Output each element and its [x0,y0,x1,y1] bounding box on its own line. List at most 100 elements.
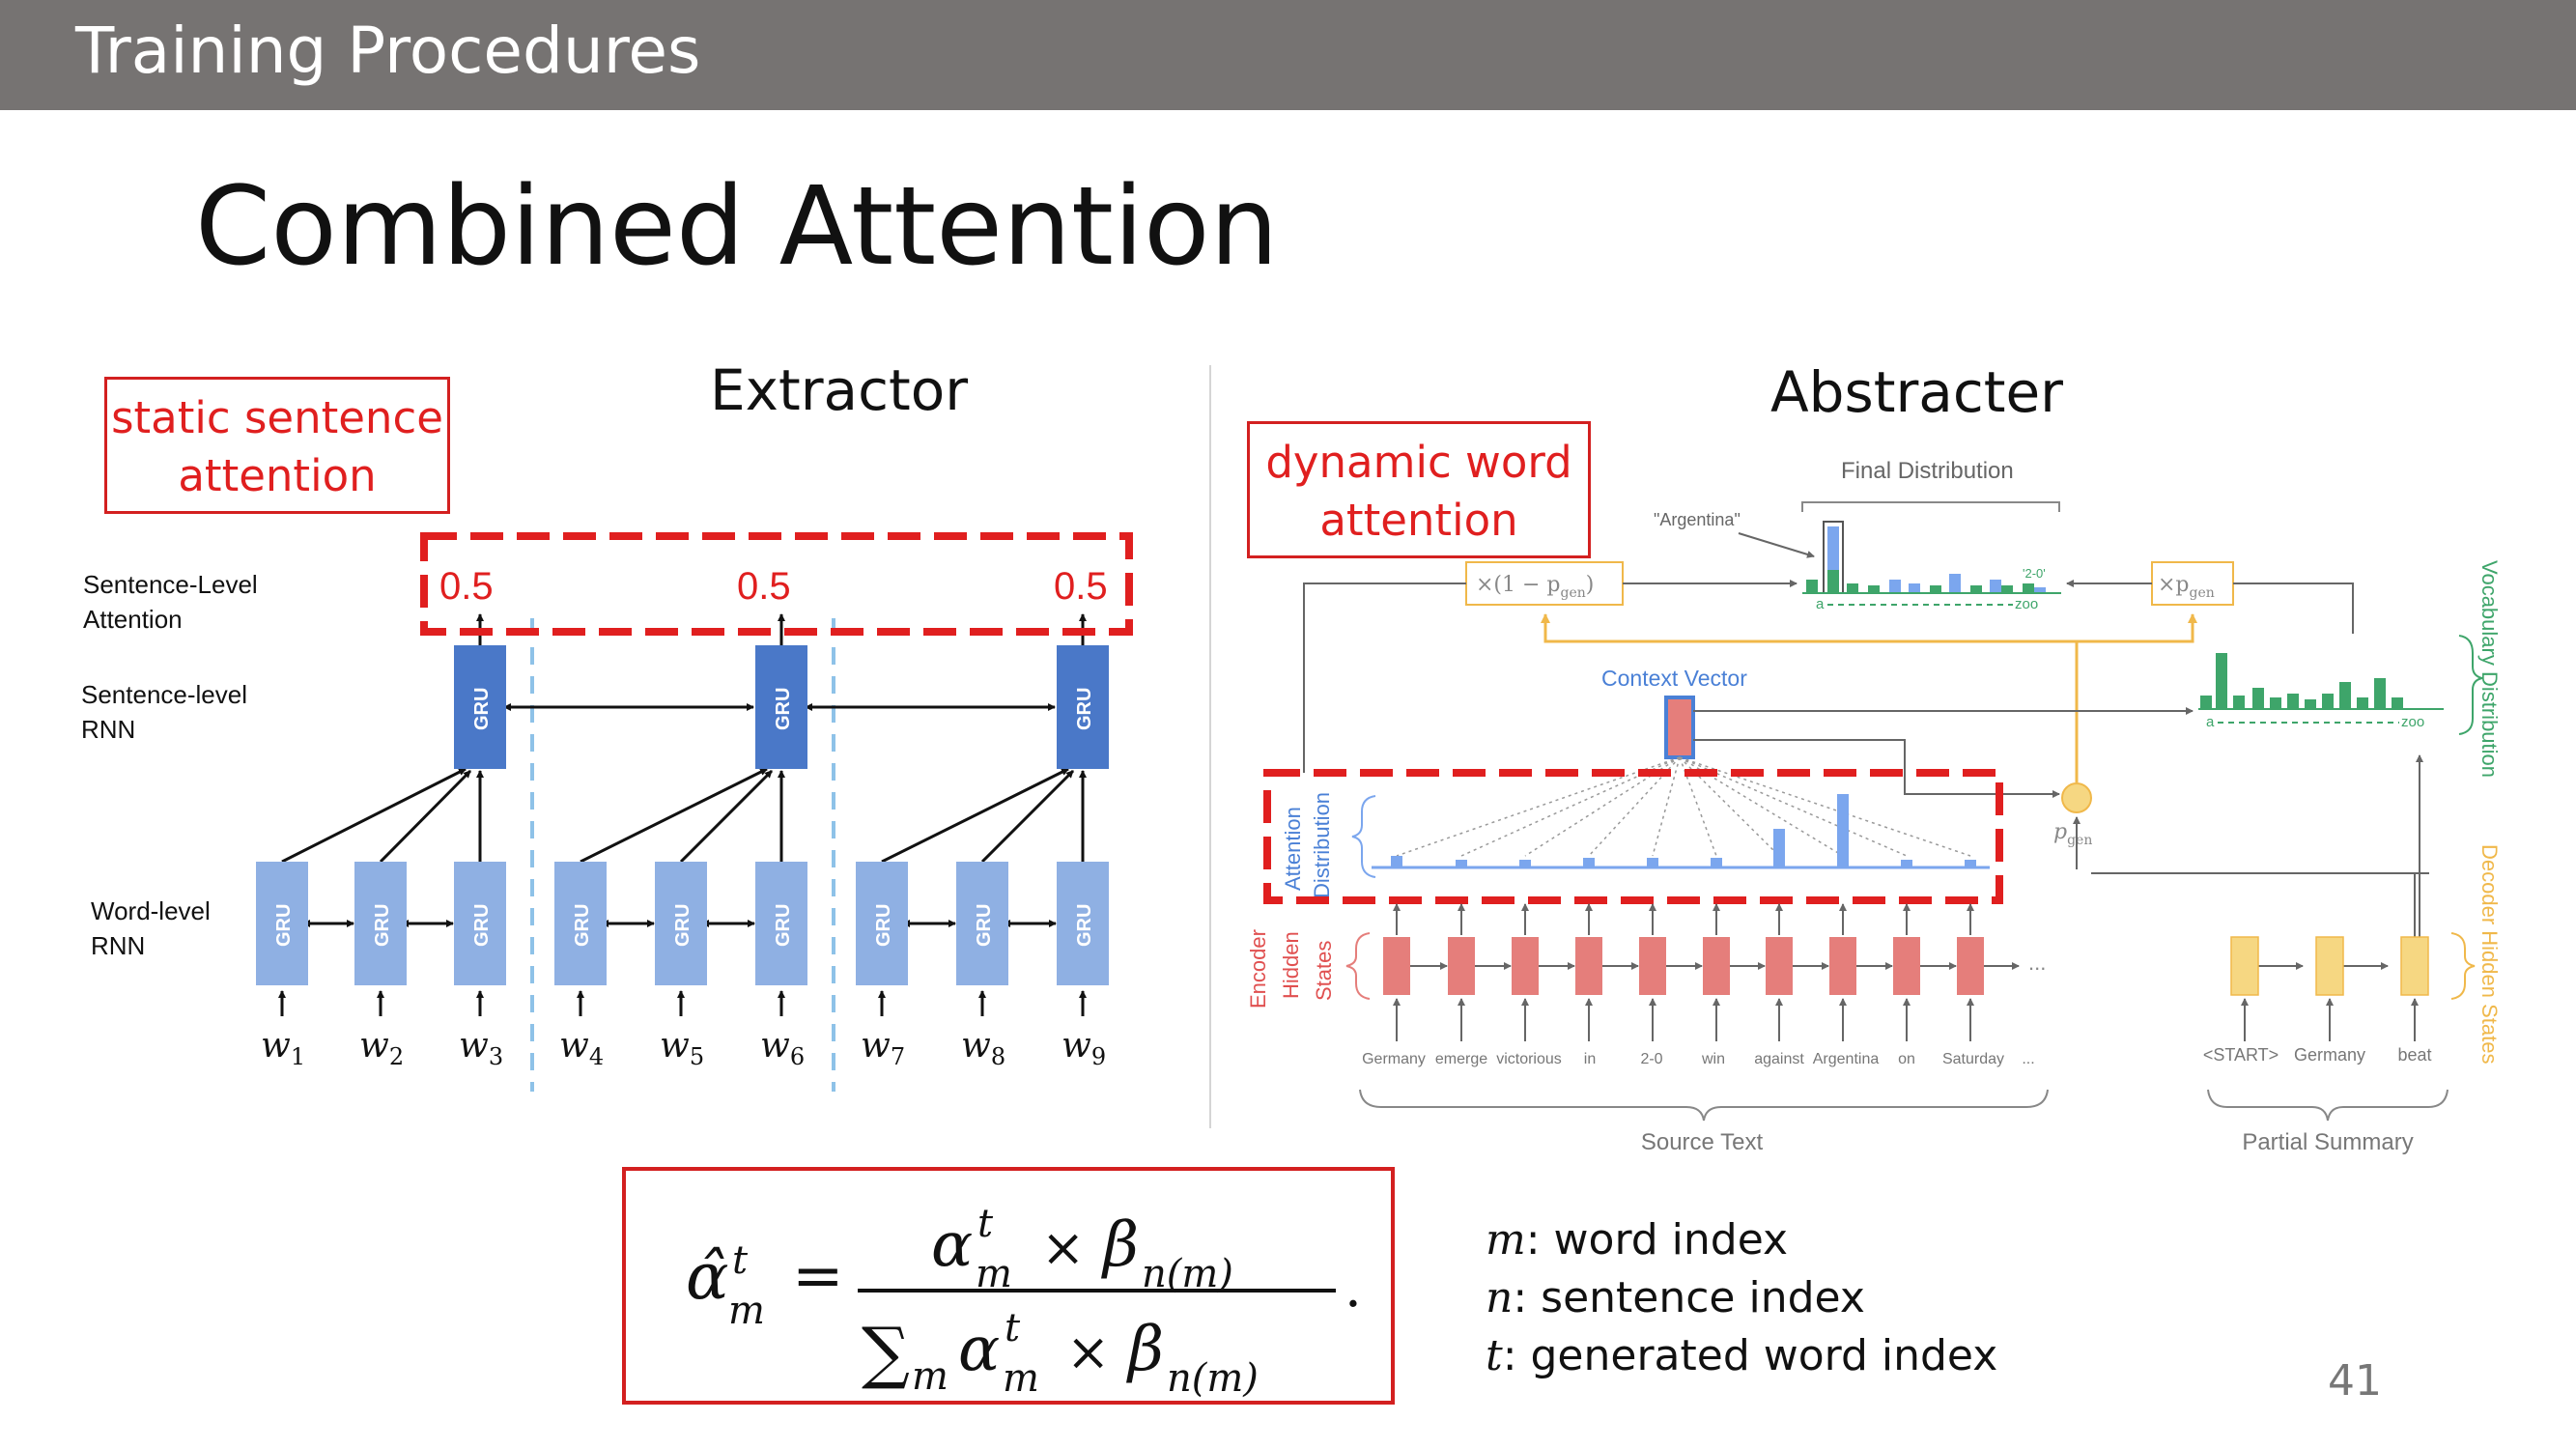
vocab-bar [2252,688,2264,709]
attention-bar [1647,858,1658,867]
t-symbol: t [1486,1331,1503,1380]
vocab-bar [2287,694,2299,709]
final-bar [1930,585,1941,593]
legend-t: t: generated word index [1486,1331,1997,1380]
attention-to-final-path [1303,582,1466,773]
formula-lhs-sub: m [728,1289,765,1333]
source-word: 2-0 [1640,1051,1662,1067]
label-sentence-rnn-2: RNN [81,715,135,744]
attention-link [1679,756,1908,857]
encoder-state [1383,937,1410,995]
source-word: win [1701,1051,1725,1067]
vocab-bar [2233,696,2245,709]
word-subscript: 1 [291,1043,305,1070]
source-word: Saturday [1942,1051,2004,1067]
final-bar [1970,585,1982,593]
gen-subscript: gen [2190,585,2215,601]
two-zero-label: '2-0' [2023,566,2046,581]
formula-num-alpha: α [931,1209,973,1281]
word-to-sentence-arrow [881,767,1069,864]
pgen-circle [2061,782,2092,813]
gate-line-left [1541,613,2079,782]
extractor-title: Extractor [710,357,969,423]
t-text: : generated word index [1502,1331,1998,1380]
word-symbol: w [559,1026,589,1065]
attention-link [1679,756,1844,857]
word-to-sentence-arrow [580,767,768,864]
encoder-label-2: Hidden [1279,931,1303,999]
vocab-bar [2216,653,2227,709]
formula-lhs: α̂ [686,1239,729,1314]
encoder-state [1957,937,1984,995]
header-bar: Training Procedures [0,0,2576,110]
vocab-bar [2374,678,2386,709]
context-vector-box [1664,696,1695,759]
formula-sum: ∑ [862,1313,910,1392]
encoder-ellipsis: ... [2028,951,2046,975]
word-gru-5 [655,862,707,985]
attention-bar [1773,829,1785,867]
word-attention-highlight [1263,769,2003,904]
word-gru-9 [1057,862,1109,985]
gru-label: GRU [773,688,794,730]
word-subscript: 6 [790,1043,805,1070]
vocabulary-distribution-chart: a zoo [2198,653,2444,730]
word-symbol: w [1062,1026,1091,1065]
word-to-sentence-arrow [281,767,467,864]
static-label-line2: attention [178,450,377,501]
attention-distribution-label-2: Distribution [1310,792,1334,898]
pgen-text: p [2053,820,2067,844]
source-word: on [1898,1051,1915,1067]
final-bar [2001,585,2013,593]
m-text: : word index [1525,1215,1789,1264]
word-subscript: 3 [489,1043,503,1070]
label-word-rnn-2: RNN [91,931,145,960]
gen-subscript: gen [2067,833,2092,848]
source-ellipsis: ... [2022,1051,2034,1067]
decoder-state [2230,936,2259,996]
encoder-state [1512,937,1539,995]
word-symbol: w [660,1026,690,1065]
final-bar [1990,580,2001,593]
decoder-word: Germany [2294,1045,2365,1065]
context-vector-label: Context Vector [1601,666,1747,691]
final-bar [1949,574,1961,593]
vocab-bar [2357,697,2368,709]
source-word: victorious [1496,1051,1562,1067]
word-gru-7 [856,862,908,985]
final-bar [1909,583,1920,593]
attention-bar [1519,860,1531,867]
formula-box: α̂ t m = α t m × β n(m) . ∑ m α t m × β … [622,1167,1395,1405]
encoder-label-3: States [1312,941,1336,1001]
source-text-brace [1359,1089,2049,1122]
final-axis-a: a [1816,596,1825,612]
word-subscript: 9 [1091,1043,1106,1070]
final-bar [1847,583,1858,593]
source-word: against [1754,1051,1804,1067]
formula-num-beta: β [1101,1209,1139,1281]
times-pgen-label: ×pgen [2158,573,2215,601]
page-number: 41 [2328,1356,2382,1406]
attention-bar [1711,858,1722,867]
gru-label: GRU [672,904,694,947]
label-sentence-level-2: Attention [83,605,183,634]
gru-label: GRU [372,904,393,947]
final-bar [2023,583,2034,593]
formula-den-alpha: α [958,1314,1000,1385]
sentence-gru-2 [755,645,807,769]
formula-den-times: × [1066,1321,1110,1382]
word-input-5: w5 [660,1026,704,1070]
word-input-9: w9 [1062,1026,1106,1070]
legend-m: m: word index [1486,1215,1788,1264]
sentence-attention-highlight [420,532,1133,636]
decoder-word: beat [2397,1045,2431,1065]
argentina-pointer [1738,532,1815,558]
word-input-1: w1 [261,1026,305,1070]
source-word: emerge [1435,1051,1487,1067]
word-input-3: w3 [459,1026,503,1070]
attention-value-2: 0.5 [737,565,791,608]
word-gru-8 [956,862,1008,985]
word-input-8: w8 [961,1026,1005,1070]
pgen-label: pgen [2053,820,2092,848]
